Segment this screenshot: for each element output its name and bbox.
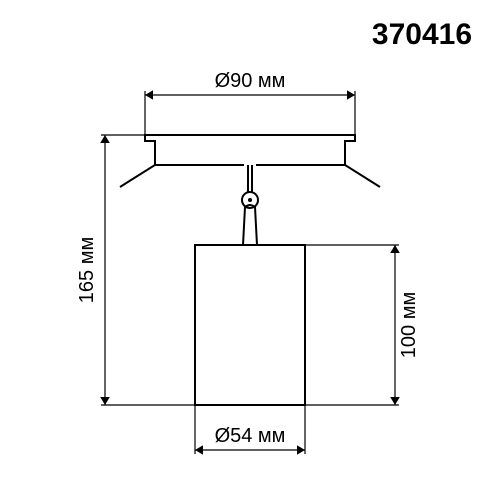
dim-label: 165 мм [76,237,98,303]
dim-label: Ø90 мм [215,70,286,92]
product-code: 370416 [372,18,472,52]
dim-label: 100 мм [398,292,420,358]
dimension-diagram: Ø90 мм Ø54 мм 165 мм 100 мм [0,0,500,500]
cylinder-body [195,245,305,405]
dim-label: Ø54 мм [215,425,286,447]
